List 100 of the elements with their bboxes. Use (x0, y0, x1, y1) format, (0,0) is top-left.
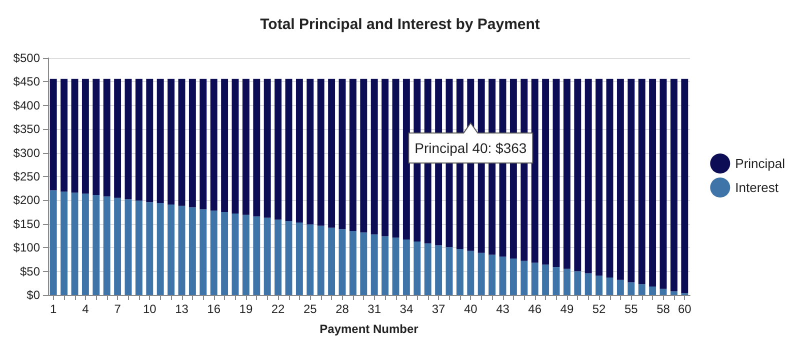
x-tick-label: 13 (175, 302, 189, 316)
bar (253, 216, 260, 295)
bar (317, 226, 324, 295)
bar (285, 78, 292, 222)
bar (360, 78, 368, 232)
bar (103, 196, 110, 295)
bar (552, 267, 560, 295)
bar (156, 78, 164, 204)
bar (221, 212, 228, 295)
bar (60, 192, 68, 295)
bar (670, 291, 678, 295)
bar (178, 78, 186, 206)
x-tick-label: 49 (560, 302, 574, 316)
x-tick-label: 28 (336, 302, 350, 316)
bar (349, 78, 356, 232)
y-tick-label: $100 (13, 240, 40, 255)
bar (338, 78, 346, 230)
y-tick-label: $200 (13, 193, 40, 208)
annotation: Principal 40: $363 (414, 140, 527, 156)
x-tick-label: 46 (528, 302, 542, 316)
bar (370, 234, 378, 295)
bar (660, 288, 667, 295)
x-tick-label: 52 (592, 302, 606, 316)
x-tick-label: 22 (271, 302, 286, 316)
bar (596, 276, 603, 295)
bar (92, 78, 100, 195)
bar (82, 78, 89, 194)
bar (168, 204, 175, 295)
bar (584, 78, 592, 274)
x-tick-label: 37 (432, 302, 446, 316)
bar (574, 78, 582, 272)
bar (188, 78, 196, 208)
bar (392, 78, 400, 238)
bar (584, 273, 592, 295)
bar (328, 228, 336, 295)
x-tick-label: 34 (400, 302, 414, 316)
bar (114, 198, 122, 295)
y-tick-label: $450 (13, 74, 40, 89)
bar (296, 78, 303, 222)
bar (232, 213, 239, 295)
bar (253, 78, 260, 216)
x-tick-label: 7 (114, 302, 122, 316)
bar (563, 78, 570, 269)
bar (606, 78, 614, 278)
y-tick-label: $150 (13, 216, 40, 231)
bar (210, 210, 218, 295)
bar (232, 78, 239, 214)
bar (317, 78, 324, 226)
bar (146, 78, 154, 202)
y-tick-label: $350 (13, 122, 40, 136)
bar (71, 78, 78, 193)
bar (114, 78, 122, 198)
bar (563, 268, 570, 295)
bar (510, 258, 517, 295)
bar (328, 78, 336, 228)
x-tick-label: 55 (624, 302, 638, 316)
bar (306, 224, 314, 295)
y-tick-label: $300 (13, 146, 40, 160)
bar (616, 280, 624, 295)
x-tick-label: 25 (303, 302, 318, 316)
bar (200, 78, 207, 210)
bar (531, 262, 538, 295)
bar (574, 271, 582, 295)
bar (670, 78, 678, 292)
legend-label: Interest (735, 180, 779, 195)
bar (135, 200, 142, 295)
x-tick-label: 60 (678, 302, 692, 316)
bar (338, 229, 346, 295)
bar (392, 238, 400, 295)
bar (649, 286, 656, 295)
y-tick-label: $50 (20, 264, 40, 278)
y-tick-label: $400 (13, 98, 40, 112)
bar (360, 232, 368, 295)
bar (649, 78, 656, 286)
x-tick-label: 4 (82, 302, 90, 316)
bar (221, 78, 228, 212)
bar (542, 78, 550, 265)
y-tick-label: $0 (26, 288, 40, 302)
bar (478, 252, 485, 295)
bar (178, 206, 186, 295)
bar (681, 78, 688, 294)
bar (606, 277, 614, 295)
y-tick-label: $250 (13, 170, 40, 184)
bar (296, 222, 303, 295)
x-axis-title: Payment Number (320, 322, 419, 336)
legend-label: Principal (735, 156, 786, 171)
x-tick-label: 1 (50, 302, 58, 316)
bar (264, 78, 271, 218)
x-tick-label: 43 (496, 302, 510, 316)
bar (520, 260, 528, 295)
bar (596, 78, 603, 276)
bar (188, 207, 196, 295)
bar (306, 78, 314, 224)
x-tick-label: 58 (656, 302, 670, 316)
x-tick-label: 31 (368, 302, 382, 316)
bar (446, 247, 453, 295)
bar (414, 241, 421, 295)
bar (424, 243, 432, 295)
bar (456, 249, 464, 295)
bar (124, 78, 132, 200)
